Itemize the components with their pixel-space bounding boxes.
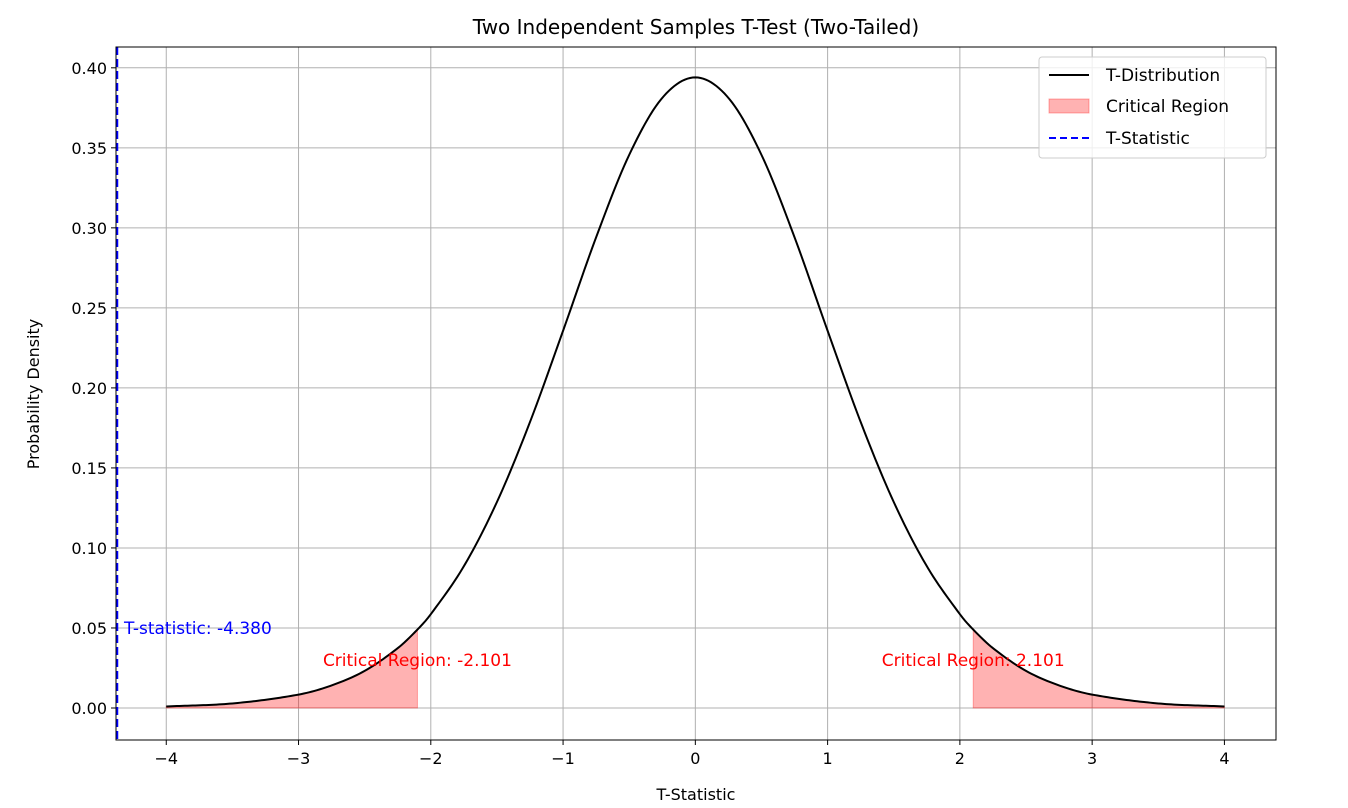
y-tick-label: 0.20	[71, 379, 107, 398]
x-tick-label: 0	[690, 749, 700, 768]
annotation-label: Critical Region: -2.101	[323, 651, 512, 671]
legend-box	[1038, 56, 1267, 159]
y-tick-label: 0.30	[71, 219, 107, 238]
y-tick-label: 0.35	[71, 139, 107, 158]
legend-label-t-statistic: T-Statistic	[1105, 129, 1190, 149]
annotation-label: Critical Region: 2.101	[882, 651, 1065, 671]
y-axis-label: Probability Density	[24, 319, 43, 470]
y-tick-label: 0.10	[71, 539, 107, 558]
x-tick-label: 3	[1087, 749, 1097, 768]
x-tick-label: 2	[955, 749, 965, 768]
axis-ticks: −4 −3 −2 −1 0 1 2 3 4 0.00 0.05 0.10 0.15 0.20 0.25 0.3…	[71, 59, 1229, 768]
y-tick-label: 0.40	[71, 59, 107, 78]
t-distribution-line	[166, 76, 1225, 708]
chart-title: Two Independent Samples T-Test (Two-Tail…	[472, 15, 919, 39]
y-tick-label: 0.25	[71, 299, 107, 318]
legend-swatch-critical-region	[1048, 98, 1090, 114]
x-tick-label: 1	[823, 749, 833, 768]
x-tick-label: 4	[1219, 749, 1229, 768]
legend-label-critical-region: Critical Region	[1106, 97, 1229, 117]
x-axis-label: T-Statistic	[656, 785, 736, 804]
y-tick-label: 0.00	[71, 699, 107, 718]
x-tick-label: −4	[154, 749, 178, 768]
x-tick-label: −2	[419, 749, 443, 768]
grid	[116, 47, 1276, 740]
x-tick-label: −3	[287, 749, 311, 768]
annotations: T-statistic: -4.380 Critical Region: -2.1…	[123, 619, 1065, 671]
y-tick-label: 0.15	[71, 459, 107, 478]
legend: T-Distribution Critical Region T-Statist…	[1038, 56, 1267, 159]
x-tick-label: −1	[551, 749, 575, 768]
series-lines	[115, 47, 1225, 740]
y-tick-label: 0.05	[71, 619, 107, 638]
annotation-label: T-statistic: -4.380	[123, 619, 272, 639]
legend-label-t-distribution: T-Distribution	[1105, 66, 1220, 86]
plot-frame	[115, 46, 1277, 741]
